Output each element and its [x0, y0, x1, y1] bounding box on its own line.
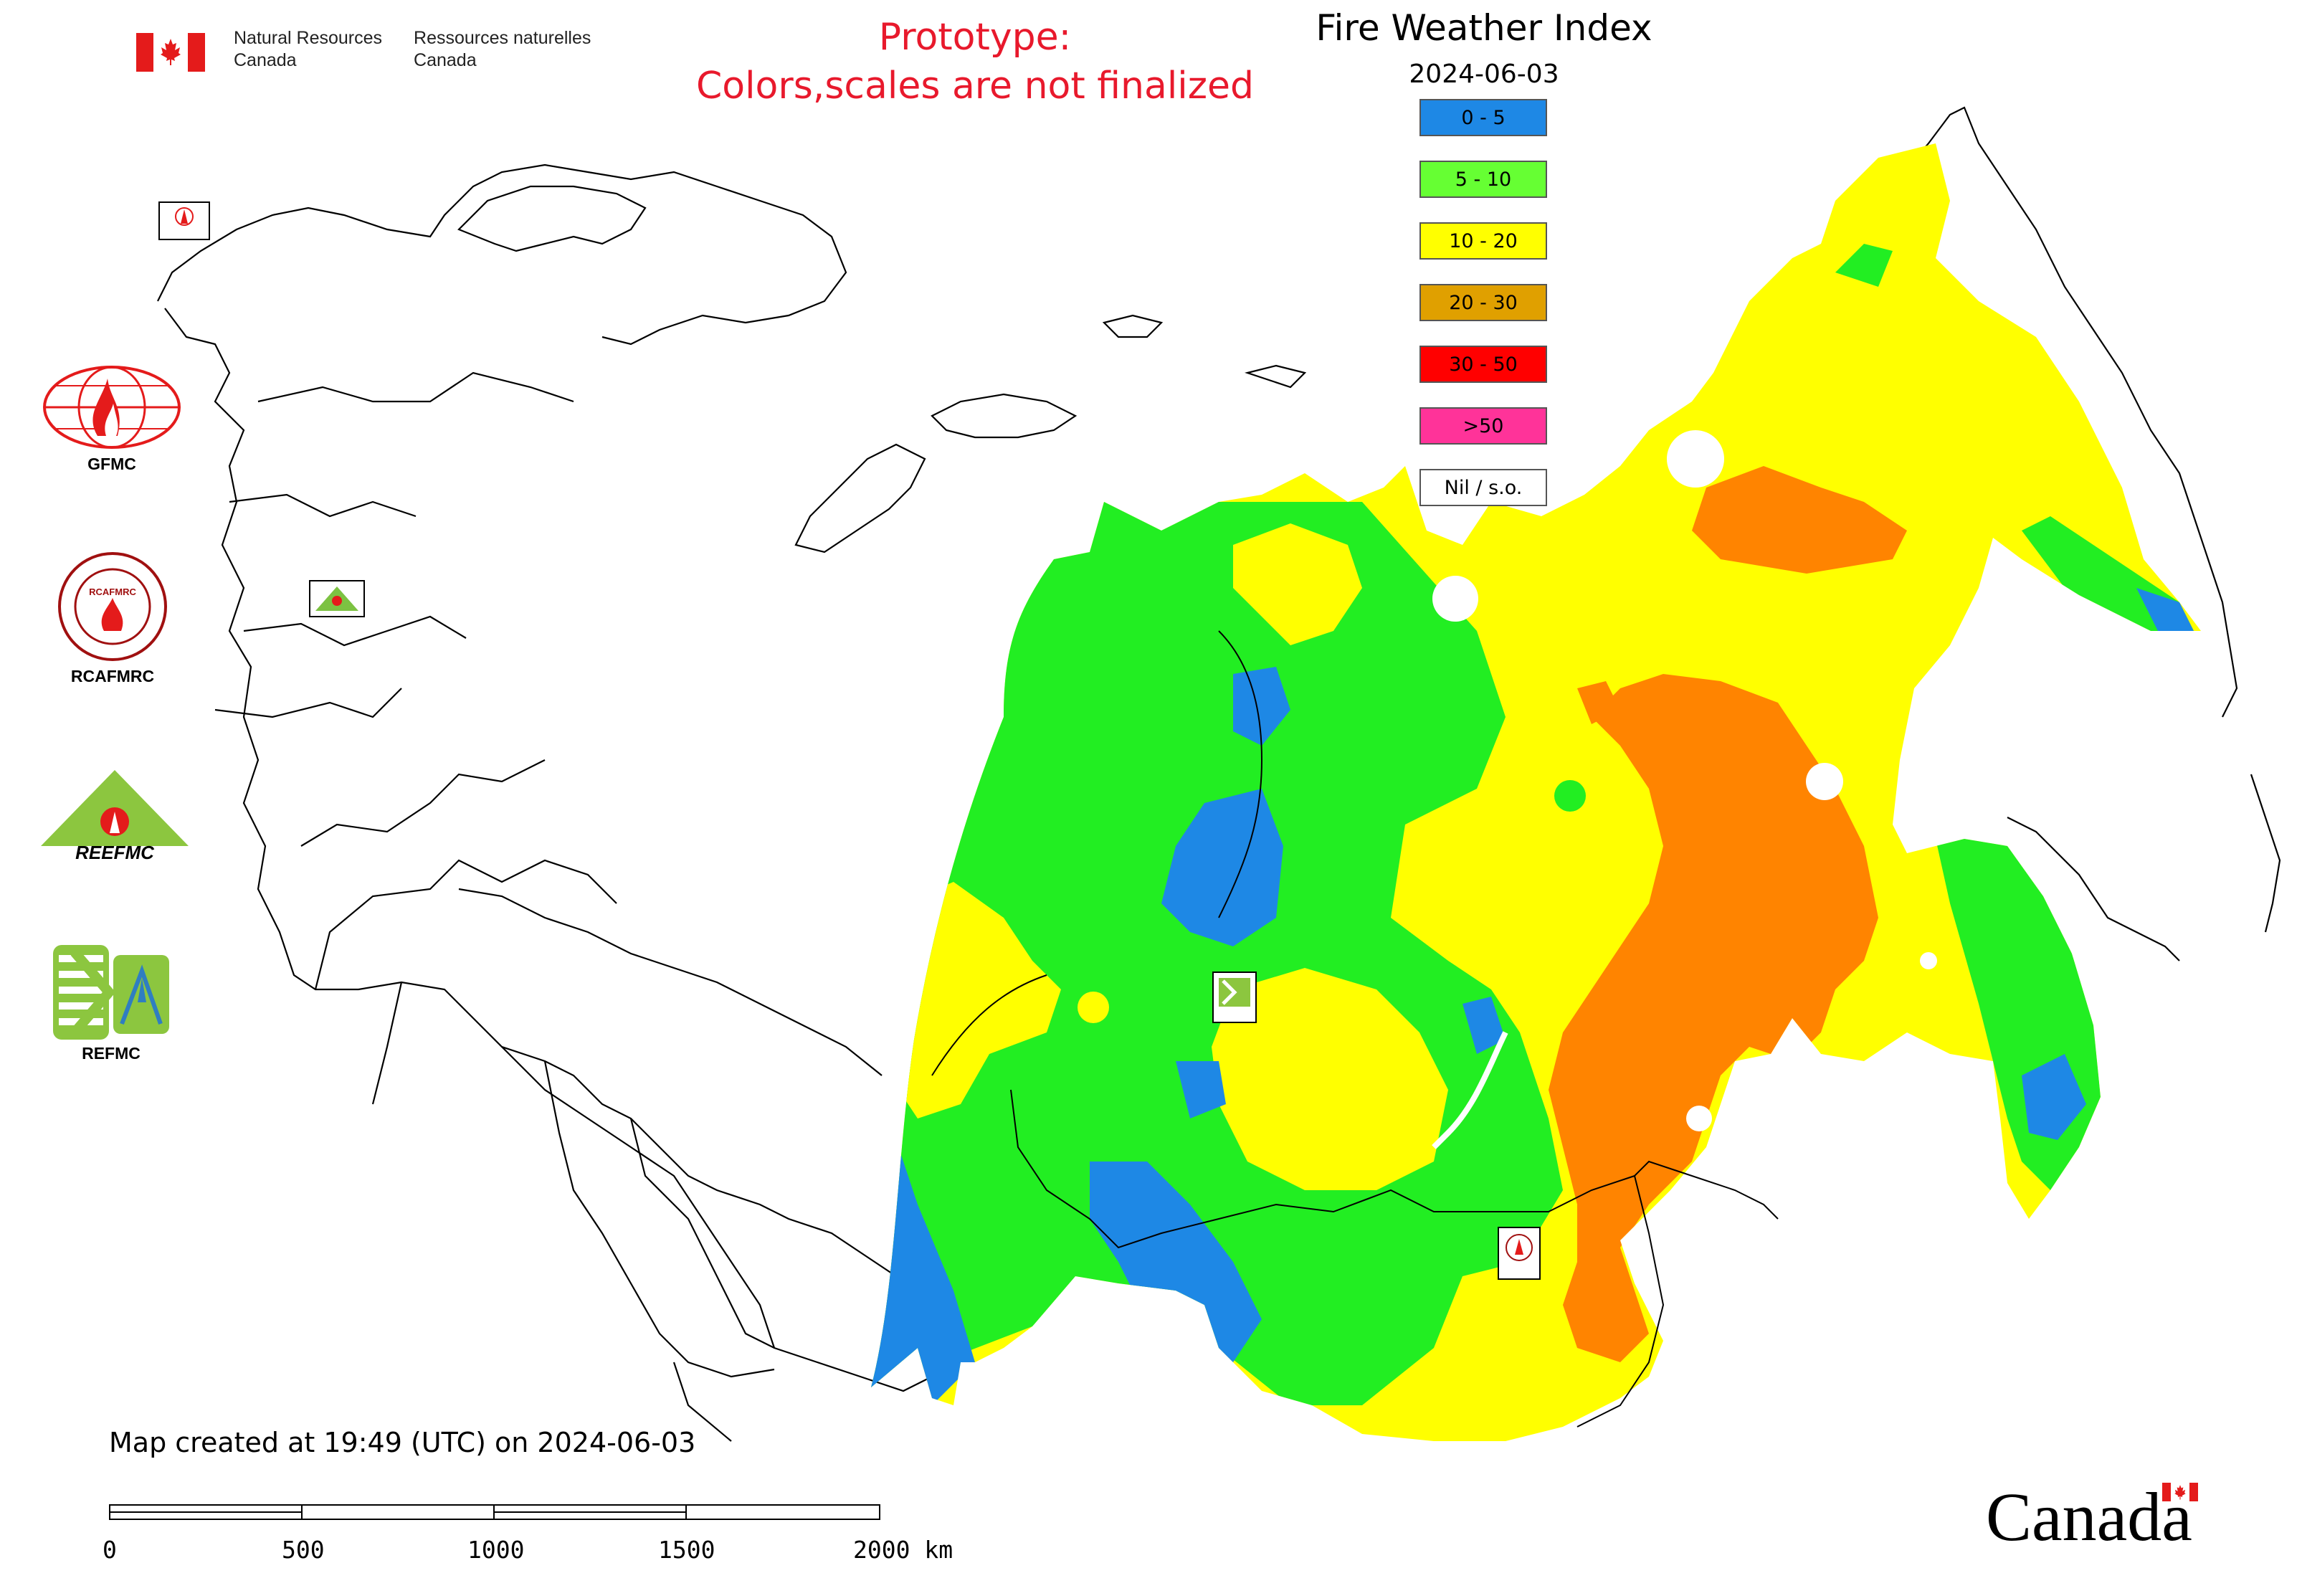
legend-item-20-30: 20 - 30: [1419, 284, 1547, 321]
refmc-label: REFMC: [82, 1044, 141, 1063]
org-name-en-line2: Canada: [234, 50, 297, 70]
prototype-line2: Colors,scales are not finalized: [695, 65, 1255, 108]
legend-label: 5 - 10: [1455, 168, 1512, 191]
gfmc-label: GFMC: [87, 455, 136, 473]
legend-item-nil: Nil / s.o.: [1419, 469, 1547, 506]
map-logo-refmc: [1212, 972, 1257, 1023]
legend-label: Nil / s.o.: [1444, 476, 1523, 499]
canada-wordmark: Canada: [1986, 1478, 2198, 1555]
org-name-fr-line1: Ressources naturelles: [414, 28, 591, 48]
scale-bar: [109, 1504, 882, 1523]
org-name-en-line1: Natural Resources: [234, 28, 383, 48]
map-created-note: Map created at 19:49 (UTC) on 2024-06-03: [109, 1427, 696, 1458]
scale-label-2000: 2000 km: [853, 1536, 953, 1564]
canada-flag-icon: [136, 33, 205, 72]
legend-label: 20 - 30: [1449, 291, 1518, 314]
prototype-line1: Prototype:: [878, 16, 1072, 59]
org-name-fr-line2: Canada: [414, 50, 477, 70]
scale-label-1500: 1500: [658, 1536, 715, 1564]
rcafmrc-seal-icon: RCAFMRC: [58, 552, 167, 661]
map-logo-reefmc: [309, 580, 365, 617]
map-logo-rcafmrc: [1498, 1227, 1541, 1280]
map-title: Fire Weather Index: [1316, 7, 1652, 49]
scale-segment: [685, 1504, 880, 1520]
rcafmrc-label: RCAFMRC: [70, 667, 155, 685]
map-date: 2024-06-03: [1409, 60, 1559, 89]
rcafmrc-logo: RCAFMRC RCAFMRC: [52, 551, 173, 686]
legend: 0 - 5 5 - 10 10 - 20 20 - 30 30 - 50 >50…: [1419, 99, 1547, 531]
legend-label: >50: [1462, 414, 1504, 437]
scale-segment: [301, 1504, 495, 1520]
canada-mini-flag-icon: [2161, 1483, 2198, 1501]
legend-item-5-10: 5 - 10: [1419, 161, 1547, 198]
legend-label: 0 - 5: [1461, 106, 1506, 129]
country-outlines: [157, 106, 2281, 1442]
scale-label-500: 500: [282, 1536, 325, 1564]
scale-label-1000: 1000: [467, 1536, 525, 1564]
refmc-logo: REFMC: [50, 945, 172, 1063]
reefmc-logo: REEFMC: [37, 767, 192, 868]
government-signature: Natural Resources Canada Ressources natu…: [136, 27, 591, 72]
region-borders: [931, 630, 1779, 1428]
prototype-warning: Prototype: Colors,scales are not finaliz…: [674, 13, 1276, 110]
scale-label-0: 0: [103, 1536, 117, 1564]
legend-item-0-5: 0 - 5: [1419, 99, 1547, 136]
legend-label: 10 - 20: [1449, 229, 1518, 252]
legend-item-gt50: >50: [1419, 407, 1547, 445]
map-logo-gfmc: [158, 201, 210, 240]
refmc-sigma-icon: [53, 945, 169, 1040]
gfmc-globe-icon: [43, 366, 181, 449]
reefmc-triangle-icon: REEFMC: [41, 770, 189, 863]
reefmc-wordmark: REEFMC: [75, 842, 155, 863]
rcafmrc-seal-text: RCAFMRC: [89, 586, 136, 597]
legend-item-30-50: 30 - 50: [1419, 346, 1547, 383]
legend-label: 30 - 50: [1449, 353, 1518, 376]
canada-wordmark-text: Canada: [1986, 1478, 2192, 1555]
gfmc-logo: GFMC: [40, 364, 184, 474]
legend-item-10-20: 10 - 20: [1419, 222, 1547, 260]
